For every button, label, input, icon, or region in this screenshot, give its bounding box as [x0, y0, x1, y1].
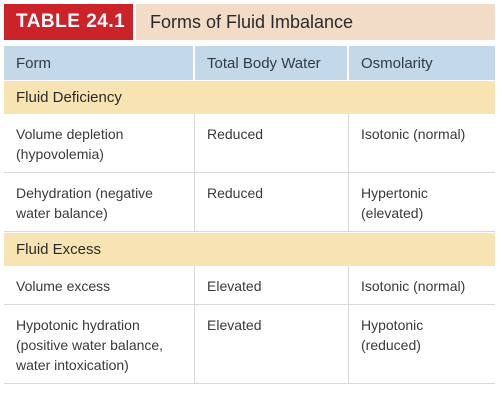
fluid-imbalance-table: Form Total Body Water Osmolarity Fluid D… — [4, 46, 495, 384]
table-row: Hypotonic hydration (positive water bala… — [4, 305, 495, 384]
cell-osmolarity: Isotonic (normal) — [349, 114, 495, 173]
cell-osmolarity: Hypotonic (reduced) — [349, 305, 495, 384]
column-header-osmolarity: Osmolarity — [349, 46, 495, 80]
cell-form: Hypotonic hydration (positive water bala… — [4, 305, 195, 384]
cell-form: Dehydration (negative water balance) — [4, 173, 195, 232]
table-row: Dehydration (negative water balance) Red… — [4, 173, 495, 232]
cell-osmolarity: Hypertonic (elevated) — [349, 173, 495, 232]
cell-osmolarity: Isotonic (normal) — [349, 266, 495, 305]
table-title: Forms of Fluid Imbalance — [136, 4, 495, 40]
section-label: Fluid Deficiency — [4, 80, 495, 114]
table-row: Volume depletion (hypovolemia) Reduced I… — [4, 114, 495, 173]
table-title-bar: TABLE 24.1 Forms of Fluid Imbalance — [4, 4, 495, 40]
section-label: Fluid Excess — [4, 232, 495, 266]
cell-total-body-water: Elevated — [195, 266, 349, 305]
column-header-total-body-water: Total Body Water — [195, 46, 349, 80]
cell-total-body-water: Elevated — [195, 305, 349, 384]
column-header-form: Form — [4, 46, 195, 80]
cell-form: Volume excess — [4, 266, 195, 305]
table-row: Volume excess Elevated Isotonic (normal) — [4, 266, 495, 305]
cell-total-body-water: Reduced — [195, 173, 349, 232]
table-number-label: TABLE 24.1 — [4, 4, 136, 40]
header-row: Form Total Body Water Osmolarity — [4, 46, 495, 80]
cell-total-body-water: Reduced — [195, 114, 349, 173]
cell-form: Volume depletion (hypovolemia) — [4, 114, 195, 173]
section-row-fluid-deficiency: Fluid Deficiency — [4, 80, 495, 114]
section-row-fluid-excess: Fluid Excess — [4, 232, 495, 266]
